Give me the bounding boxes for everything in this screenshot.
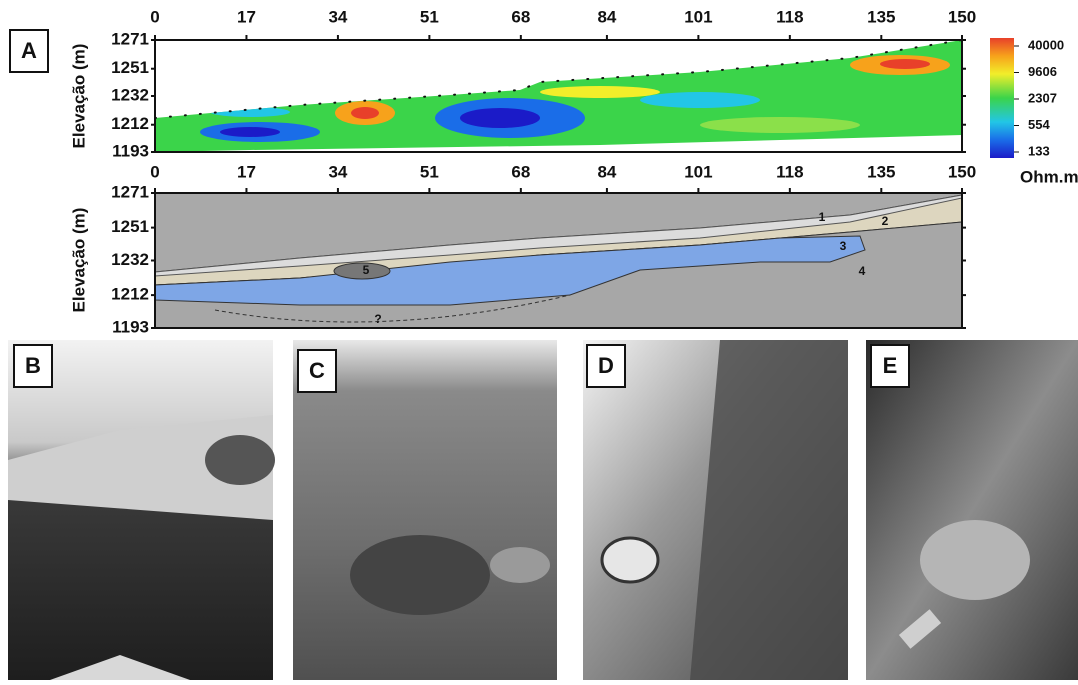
layer-label: 4 bbox=[859, 264, 866, 278]
layer-label: 3 bbox=[840, 239, 847, 253]
x-tick-label: 51 bbox=[420, 162, 439, 181]
x-tick-label: 0 bbox=[150, 7, 159, 26]
y-tick-label: 1251 bbox=[111, 58, 149, 77]
panel-label: A bbox=[21, 38, 37, 63]
panel-label-box bbox=[586, 344, 626, 388]
y-tick-label: 1251 bbox=[111, 217, 149, 236]
x-tick-label: 135 bbox=[867, 7, 895, 26]
resistivity-image bbox=[155, 40, 962, 152]
x-tick-label: 101 bbox=[684, 162, 712, 181]
y-tick-label: 1232 bbox=[111, 85, 149, 104]
unknown-label: ? bbox=[374, 312, 381, 326]
geology-section bbox=[154, 193, 963, 329]
colorbar-label: 2307 bbox=[1028, 90, 1057, 105]
x-tick-label: 118 bbox=[776, 7, 803, 26]
colorbar bbox=[990, 38, 1014, 158]
y-tick-label: 1271 bbox=[111, 29, 149, 48]
y-tick-label: 1271 bbox=[111, 182, 149, 201]
x-tick-label: 135 bbox=[867, 162, 895, 181]
y-tick-label: 1193 bbox=[112, 317, 149, 336]
panel-label: D bbox=[598, 353, 614, 378]
x-tick-label: 51 bbox=[420, 7, 439, 26]
x-tick-label: 34 bbox=[328, 162, 347, 181]
x-tick-label: 150 bbox=[948, 7, 976, 26]
colorbar-label: 133 bbox=[1028, 143, 1050, 158]
y-axis-label: Elevação (m) bbox=[69, 208, 88, 313]
x-tick-label: 84 bbox=[597, 7, 616, 26]
panel-label: C bbox=[309, 358, 325, 383]
panel-label-box bbox=[9, 29, 49, 73]
photo-b bbox=[8, 340, 275, 680]
colorbar-label: 40000 bbox=[1028, 37, 1064, 52]
y-axis-label: Elevação (m) bbox=[69, 44, 88, 149]
panel-label-box bbox=[870, 344, 910, 388]
panel-label: B bbox=[25, 353, 41, 378]
colorbar-unit: Ohm.m bbox=[1020, 167, 1078, 186]
y-tick-label: 1212 bbox=[111, 285, 149, 304]
x-tick-label: 101 bbox=[684, 7, 712, 26]
x-tick-label: 17 bbox=[237, 162, 256, 181]
x-tick-label: 84 bbox=[597, 162, 616, 181]
x-tick-label: 68 bbox=[511, 162, 530, 181]
x-tick-label: 0 bbox=[150, 162, 159, 181]
colorbar-label: 554 bbox=[1028, 117, 1050, 132]
layer-label: 1 bbox=[819, 210, 826, 224]
panel-label: E bbox=[883, 353, 898, 378]
layer-label: 5 bbox=[363, 263, 370, 277]
photo-e bbox=[866, 340, 1078, 680]
x-tick-label: 34 bbox=[328, 7, 347, 26]
x-tick-label: 17 bbox=[237, 7, 256, 26]
y-tick-label: 1212 bbox=[111, 114, 149, 133]
panel-label-box bbox=[13, 344, 53, 388]
x-tick-label: 150 bbox=[948, 162, 976, 181]
electrode-line bbox=[154, 39, 963, 119]
photo-c bbox=[293, 340, 557, 680]
photo-d bbox=[583, 340, 848, 680]
colorbar-label: 9606 bbox=[1028, 64, 1057, 79]
x-tick-label: 118 bbox=[776, 162, 803, 181]
y-tick-label: 1193 bbox=[112, 141, 149, 160]
y-tick-label: 1232 bbox=[111, 250, 149, 269]
panel-label-box bbox=[297, 349, 337, 393]
layer-label: 2 bbox=[882, 214, 889, 228]
x-tick-label: 68 bbox=[511, 7, 530, 26]
